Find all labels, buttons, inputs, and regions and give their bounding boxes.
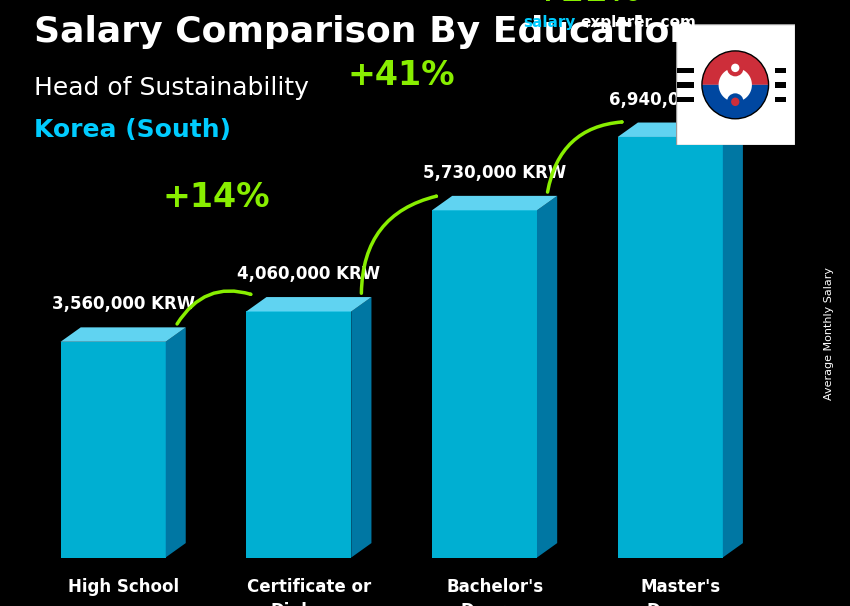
Bar [677, 82, 694, 88]
Polygon shape [702, 85, 768, 119]
Text: Bachelor's
Degree: Bachelor's Degree [446, 578, 543, 606]
Text: Head of Sustainability: Head of Sustainability [34, 76, 309, 100]
Polygon shape [351, 297, 371, 558]
Text: Average Monthly Salary: Average Monthly Salary [824, 267, 834, 400]
Polygon shape [537, 196, 558, 558]
Text: salary: salary [523, 15, 575, 30]
Text: Certificate or
Diploma: Certificate or Diploma [246, 578, 371, 606]
Text: 3,560,000 KRW: 3,560,000 KRW [52, 296, 195, 313]
Bar [779, 82, 786, 88]
Bar [779, 68, 786, 73]
Polygon shape [432, 210, 537, 558]
Polygon shape [166, 327, 185, 558]
Bar [775, 97, 782, 102]
Text: Salary Comparison By Education: Salary Comparison By Education [34, 15, 695, 49]
Text: Korea (South): Korea (South) [34, 118, 231, 142]
Polygon shape [60, 342, 166, 558]
Polygon shape [722, 122, 743, 558]
FancyArrowPatch shape [361, 196, 436, 293]
Bar [779, 97, 786, 102]
FancyArrowPatch shape [177, 291, 251, 324]
Polygon shape [618, 122, 743, 137]
Text: 6,940,000 KRW: 6,940,000 KRW [609, 91, 752, 108]
Text: +14%: +14% [162, 181, 269, 214]
Polygon shape [702, 51, 768, 85]
Bar [677, 68, 694, 73]
Text: Master's
Degree: Master's Degree [640, 578, 721, 606]
FancyArrowPatch shape [547, 122, 622, 192]
Bar [775, 82, 782, 88]
Polygon shape [618, 137, 722, 558]
Text: 4,060,000 KRW: 4,060,000 KRW [237, 265, 381, 283]
Text: explorer: explorer [581, 15, 653, 30]
FancyBboxPatch shape [676, 24, 795, 145]
Text: +21%: +21% [534, 0, 641, 8]
Bar [677, 97, 694, 102]
Circle shape [727, 59, 744, 76]
Polygon shape [432, 196, 558, 210]
Bar [775, 68, 782, 73]
Polygon shape [60, 327, 185, 342]
Circle shape [731, 64, 740, 72]
Text: High School: High School [68, 578, 178, 596]
Text: .com: .com [655, 15, 696, 30]
Circle shape [727, 93, 744, 110]
Circle shape [731, 98, 740, 106]
Text: +41%: +41% [348, 59, 456, 92]
Polygon shape [246, 311, 351, 558]
Polygon shape [246, 297, 371, 311]
Text: 5,730,000 KRW: 5,730,000 KRW [423, 164, 566, 182]
